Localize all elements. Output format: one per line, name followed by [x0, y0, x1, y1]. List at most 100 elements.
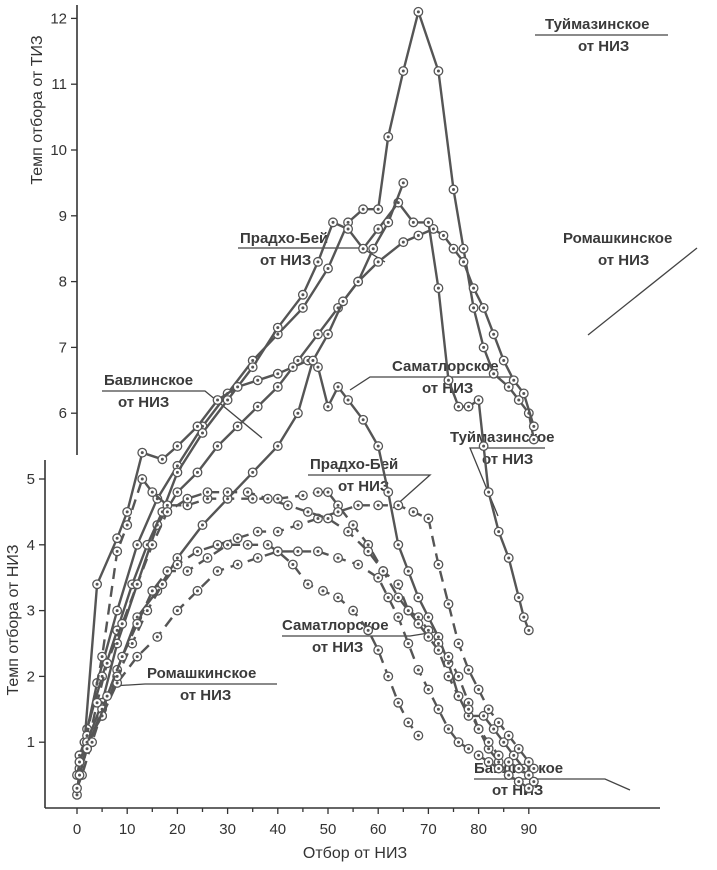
x-tick-label: 70: [420, 821, 437, 838]
data-point: [508, 750, 519, 761]
data-point: [333, 381, 343, 392]
data-point: [343, 395, 354, 405]
annotation-line-1: Туймазинское: [545, 16, 649, 33]
data-point: [373, 224, 384, 234]
series-pradkho-bey-tiz: [72, 197, 534, 781]
data-point: [503, 381, 514, 392]
data-point: [508, 375, 519, 386]
data-point: [92, 697, 103, 708]
data-point: [473, 684, 484, 695]
data-point: [373, 572, 384, 583]
data-point: [232, 559, 243, 570]
data-point: [132, 651, 143, 662]
data-point: [147, 539, 158, 550]
data-point: [197, 427, 208, 438]
data-point: [478, 710, 489, 721]
data-point: [393, 592, 404, 603]
data-point: [373, 204, 384, 215]
y-lower-tick-label: 5: [27, 471, 35, 488]
data-point: [292, 408, 303, 419]
data-point: [152, 631, 163, 642]
data-point: [453, 401, 464, 412]
data-point: [403, 566, 414, 577]
data-point: [252, 526, 263, 537]
data-point: [453, 691, 464, 702]
data-point: [398, 177, 409, 188]
annotation-line-2: от НИЗ: [482, 451, 533, 468]
data-point: [393, 697, 404, 708]
data-point: [74, 770, 85, 781]
data-point: [483, 487, 494, 498]
data-point: [443, 375, 454, 386]
data-point: [137, 474, 148, 484]
data-point: [503, 756, 514, 767]
data-point: [433, 704, 444, 715]
y-upper-tick-label: 8: [59, 274, 67, 291]
data-point: [483, 756, 494, 767]
annotation-line-1: Прадхо-Бей: [310, 456, 398, 473]
data-point: [473, 395, 484, 405]
data-point: [503, 770, 514, 781]
data-point: [232, 533, 243, 544]
y-upper-tick-label: 12: [50, 10, 67, 27]
data-point: [373, 645, 384, 656]
series-bavlinskoe-niz: [74, 487, 539, 787]
data-point: [272, 546, 283, 557]
data-point: [493, 750, 504, 761]
data-point: [463, 704, 474, 715]
data-point: [423, 217, 434, 228]
annotation-line-2: от НИЗ: [338, 478, 389, 495]
x-tick-label: 30: [219, 821, 236, 838]
data-point: [222, 395, 233, 405]
data-point: [192, 421, 203, 432]
data-point: [483, 704, 494, 715]
data-point: [433, 283, 444, 294]
data-point: [353, 559, 364, 570]
data-point: [353, 276, 364, 287]
data-point: [448, 184, 459, 195]
data-point: [247, 362, 258, 373]
data-point: [378, 566, 389, 577]
data-point: [333, 506, 343, 517]
data-point: [353, 500, 364, 511]
x-tick-label: 20: [169, 821, 186, 838]
data-point: [132, 539, 143, 550]
data-point: [122, 520, 133, 531]
data-point: [292, 546, 303, 557]
data-point: [338, 296, 349, 307]
data-point: [478, 342, 489, 353]
x-tick-label: 40: [269, 821, 286, 838]
y-lower-tick-label: 2: [27, 668, 35, 685]
data-point: [463, 664, 474, 675]
data-point: [182, 493, 193, 504]
data-point: [433, 559, 444, 570]
data-point: [348, 605, 359, 616]
data-point: [102, 691, 113, 702]
annotation-line-2: от НИЗ: [260, 252, 311, 269]
data-point: [368, 243, 379, 254]
data-point: [463, 401, 474, 412]
annotation-line-1: Туймазинское: [450, 429, 554, 446]
data-point: [132, 579, 143, 590]
annotation-line-2: от НИЗ: [578, 38, 629, 55]
data-point: [468, 302, 479, 313]
annotation-line-2: от НИЗ: [118, 394, 169, 411]
annotation-romashkinskoe-niz: Ромашкинское от НИЗ: [111, 665, 277, 704]
series-tuymazinskoe-niz: [74, 500, 539, 774]
x-tick-label: 80: [470, 821, 487, 838]
data-point: [313, 487, 323, 498]
data-point: [252, 553, 263, 563]
data-point: [323, 487, 333, 498]
data-point: [453, 638, 464, 649]
data-point: [518, 612, 529, 623]
data-point: [393, 579, 404, 590]
data-point: [343, 224, 354, 234]
data-point: [232, 421, 243, 432]
data-point: [172, 559, 183, 570]
data-point: [423, 612, 434, 623]
data-point: [478, 441, 489, 452]
data-point: [393, 539, 404, 550]
series-line: [75, 201, 530, 776]
data-point: [443, 724, 454, 734]
